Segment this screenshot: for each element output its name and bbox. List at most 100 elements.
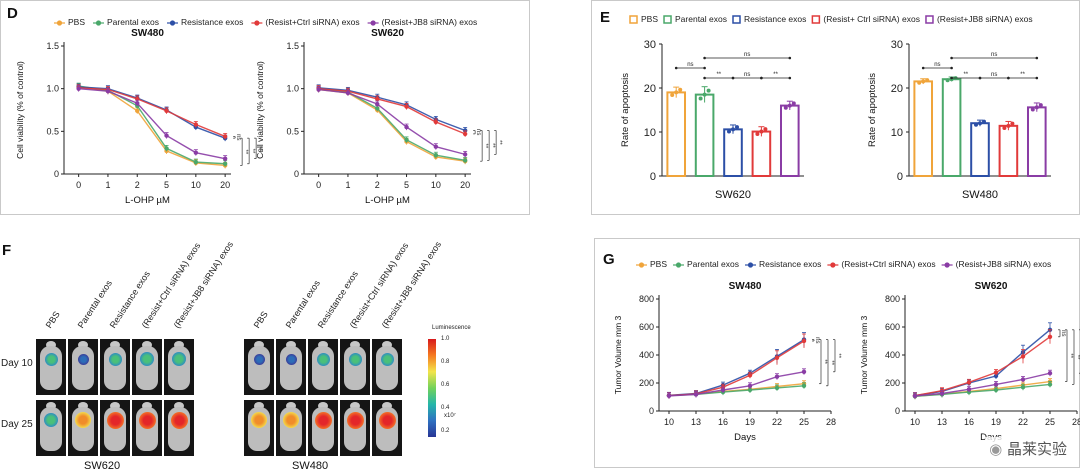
luminescence-spot (172, 352, 186, 366)
data-point (462, 158, 468, 163)
series-line--resist-jb8-sirna-exos (318, 88, 466, 156)
mouse-head (382, 341, 392, 349)
x-tick-label: 10 (431, 180, 441, 190)
legend-swatch-dot (638, 262, 645, 268)
colorbar-tick-label: 0.4 (441, 405, 450, 411)
column-label: (Resist+Ctrl siRNA) exos (139, 240, 203, 330)
y-tick-label: 10 (891, 127, 903, 139)
legend-swatch-dot (95, 20, 102, 26)
x-tick-label: 22 (772, 417, 782, 427)
bar-parental-exos (941, 78, 962, 177)
mouse-head (142, 402, 152, 410)
data-point (731, 127, 735, 132)
legend-label: (Resist+JB8 siRNA) exos (956, 259, 1052, 269)
y-axis-title: Tumor Volume mm 3 (859, 315, 869, 394)
legend-swatch-dot (370, 20, 376, 26)
colorbar-tick-label: 1.0 (441, 336, 450, 342)
data-point (433, 153, 439, 158)
luminescence-spot (253, 353, 265, 365)
series-line--resist-ctrl-sirna-exos (318, 87, 466, 135)
sig-label: ** (1067, 353, 1073, 358)
bar--resist-jb8-sirna-exos (1026, 106, 1047, 177)
sig-bracket-end (703, 56, 706, 60)
y-tick-label: 400 (639, 350, 654, 360)
sig-bracket-end (760, 76, 763, 80)
data-point (105, 89, 111, 94)
watermark-text: 晶莱实验 (1006, 440, 1067, 458)
data-point (993, 382, 999, 387)
data-point (1047, 382, 1053, 387)
chart-title: SW480 (131, 28, 164, 39)
mouse-head (110, 402, 120, 410)
data-point (774, 374, 780, 379)
wechat-icon: ◉ (989, 440, 1003, 458)
data-point (462, 152, 468, 157)
luminescence-spot (348, 352, 362, 366)
sig-label: ** (256, 146, 262, 151)
data-point (345, 90, 351, 96)
x-tick-label: 16 (964, 417, 974, 427)
data-point (222, 134, 228, 139)
mouse-image (132, 339, 162, 395)
luminescence-spot (138, 411, 156, 429)
panel-f: F PBS Parental exos Resistance exos (Resist… (0, 238, 530, 472)
series-line-parental-exos (318, 87, 466, 162)
series-line--resist-jb8-sirna-exos (78, 87, 226, 160)
data-point (404, 137, 409, 143)
x-tick-label: 22 (1018, 417, 1028, 427)
sig-label: ** (835, 353, 841, 358)
y-tick-label: 20 (644, 83, 656, 95)
luminescence-spot (378, 411, 396, 429)
data-point (135, 100, 140, 106)
y-tick-label: 800 (639, 294, 654, 304)
x-tick-label: 19 (991, 417, 1001, 427)
x-tick-label: 25 (799, 417, 809, 427)
y-tick-label: 0 (649, 406, 654, 416)
y-tick-label: 0 (294, 169, 299, 179)
sig-label: ** (1020, 72, 1025, 78)
y-tick-label: 1.0 (286, 84, 299, 94)
data-point (966, 387, 972, 392)
colorbar-unit: x10⁷ (444, 413, 456, 419)
mouse-head (382, 402, 392, 410)
data-point (791, 101, 796, 106)
data-point (993, 370, 999, 375)
data-point (939, 391, 945, 396)
colorbar-tick-label: 0.2 (441, 428, 450, 434)
data-point (978, 121, 982, 126)
watermark: ◉ 晶莱实验 (985, 437, 1071, 460)
data-point (222, 156, 228, 161)
y-axis-title: Cell viability (% of control) (255, 61, 265, 159)
mouse-image (132, 400, 162, 456)
x-tick-label: 10 (191, 180, 201, 190)
data-point (670, 93, 675, 98)
mouse-image (340, 339, 370, 395)
legend-g: PBS Parental exos Resistance exos (Resist+C… (636, 259, 1052, 269)
y-tick-label: 200 (639, 378, 654, 388)
panel-label-d: D (7, 5, 18, 22)
mouse-head (350, 341, 360, 349)
data-point (912, 393, 918, 399)
data-point (747, 387, 753, 393)
mouse-head (142, 341, 152, 349)
chart-title: SW480 (729, 281, 762, 292)
chart-g-sw620: 020040060080010131619222528SW620DaysTumo… (859, 281, 1080, 443)
luminescence-spot (106, 411, 124, 429)
sig-bracket-end (788, 76, 792, 80)
chart-title: SW620 (371, 28, 404, 39)
y-tick-label: 200 (885, 378, 900, 388)
sig-bracket-end (921, 66, 925, 70)
y-tick-label: 30 (644, 39, 656, 51)
sig-bracket-end (1035, 56, 1039, 60)
mouse-body (248, 346, 270, 390)
mouse-image (340, 400, 370, 456)
data-point (801, 383, 807, 388)
legend-label: (Resist+ Ctrl siRNA) exos (823, 14, 920, 24)
x-tick-label: 20 (220, 180, 230, 190)
data-point (135, 108, 140, 114)
data-point (1002, 126, 1007, 131)
x-tick-label: 28 (826, 417, 836, 427)
series-line-parental-exos (914, 383, 1051, 397)
y-axis-title: Rate of apoptosis (620, 73, 631, 147)
mouse-head (78, 341, 88, 349)
